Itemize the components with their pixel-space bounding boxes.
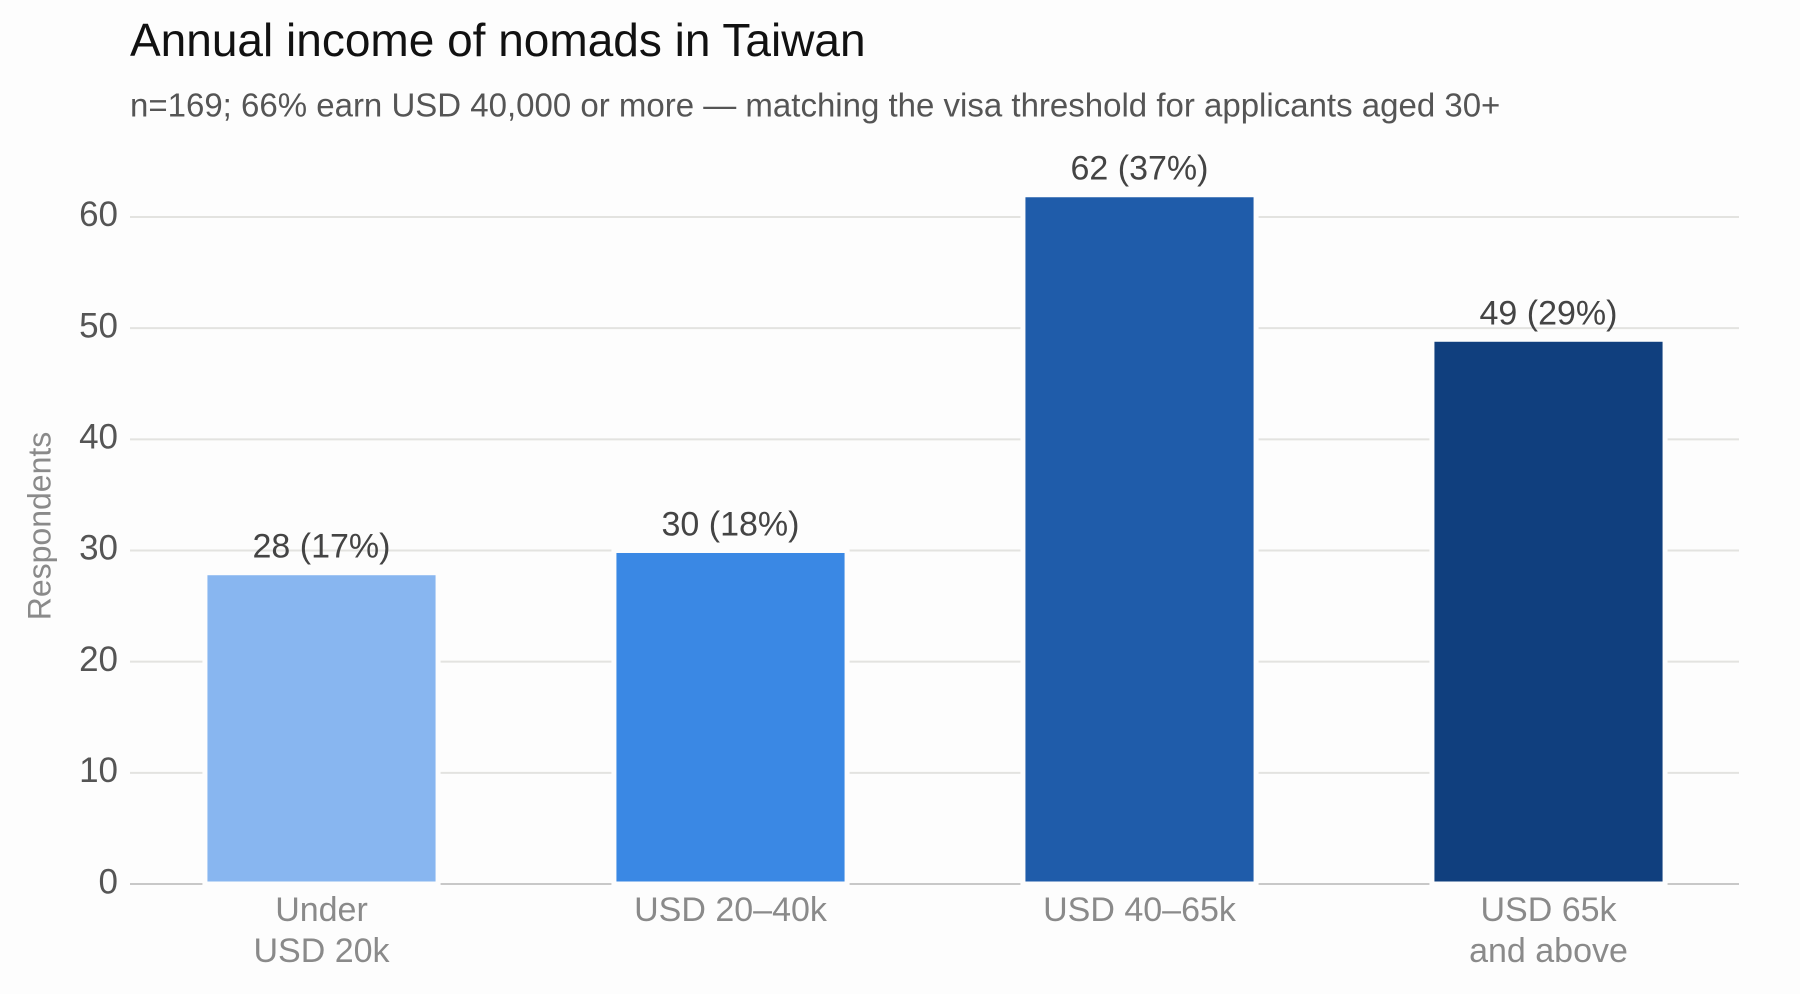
- y-tick-label: 20: [79, 640, 118, 679]
- bar: [611, 547, 850, 887]
- chart-subtitle: n=169; 66% earn USD 40,000 or more — mat…: [130, 87, 1500, 124]
- y-tick-label: 0: [99, 862, 118, 901]
- y-tick-label: 40: [79, 418, 118, 457]
- value-label: 30 (18%): [662, 505, 800, 543]
- y-tick-label: 10: [79, 751, 118, 790]
- chart-title: Annual income of nomads in Taiwan: [130, 14, 866, 66]
- x-tick-label: USD 40–65k: [1043, 891, 1236, 929]
- x-tick-label: USD 20–40k: [634, 891, 827, 929]
- x-tick-label: USD 65k and above: [1469, 891, 1628, 970]
- y-tick-label: 50: [79, 306, 118, 345]
- bar: [202, 570, 441, 887]
- value-label: 28 (17%): [253, 528, 391, 566]
- y-axis-label: Respondents: [21, 432, 57, 621]
- bar: [1020, 192, 1259, 887]
- bar: [1429, 336, 1668, 887]
- value-label: 49 (29%): [1480, 294, 1618, 332]
- y-tick-label: 60: [79, 195, 118, 234]
- value-label: 62 (37%): [1071, 150, 1209, 188]
- x-tick-label: Under USD 20k: [253, 891, 390, 970]
- y-tick-label: 30: [79, 529, 118, 568]
